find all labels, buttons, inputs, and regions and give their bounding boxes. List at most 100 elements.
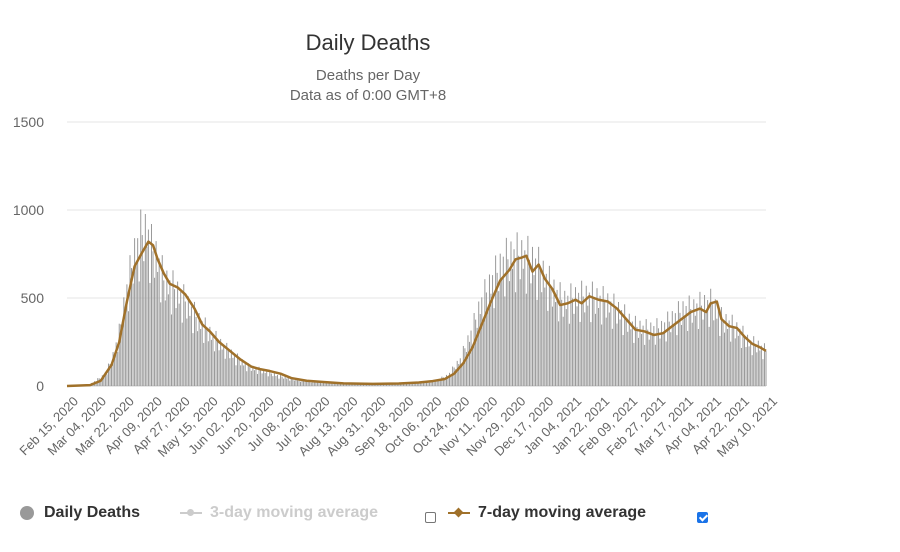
bar (475, 319, 477, 386)
bar (393, 383, 395, 386)
bar (555, 302, 557, 386)
bar (266, 371, 268, 386)
bar (740, 347, 742, 386)
bar (550, 286, 552, 386)
bar (386, 384, 388, 386)
bar (422, 382, 424, 386)
bar (326, 383, 328, 386)
bar (410, 382, 412, 386)
bar (719, 335, 721, 386)
bar (416, 382, 418, 386)
y-axis: 0 500 1000 1500 (13, 114, 44, 394)
diamond-marker-icon (448, 506, 470, 520)
bar (754, 344, 756, 386)
bar (350, 383, 352, 386)
bar (441, 376, 443, 386)
daily-deaths-bars (75, 209, 767, 386)
bar (676, 335, 678, 386)
bar (227, 350, 229, 386)
bar (247, 363, 249, 386)
legend-item-daily-deaths[interactable]: Daily Deaths (20, 504, 140, 522)
bar (708, 326, 710, 386)
bar (561, 299, 563, 386)
bar (164, 300, 166, 386)
legend-item-3-day-moving-average[interactable]: 3-day moving average (180, 504, 378, 522)
bar (240, 365, 242, 386)
bar (415, 382, 417, 386)
y-tick-label: 500 (21, 290, 45, 306)
bar (671, 311, 673, 386)
bar (273, 373, 275, 386)
bar (505, 237, 507, 386)
bar (479, 314, 481, 386)
bar (296, 380, 298, 386)
bar (645, 319, 647, 386)
bar (482, 323, 484, 386)
bar (301, 379, 303, 386)
bar (430, 380, 432, 386)
bar (570, 283, 572, 386)
bar (607, 293, 609, 386)
bar (485, 292, 487, 386)
bar (687, 330, 689, 386)
bar (369, 384, 371, 386)
checkbox-7-day-moving-average[interactable] (697, 512, 708, 523)
bar (361, 383, 363, 386)
bar (192, 333, 194, 386)
bar (124, 306, 126, 386)
bar (697, 328, 699, 386)
legend-item-7-day-moving-average[interactable]: 7-day moving average (448, 504, 646, 522)
bar (447, 376, 449, 386)
bar (657, 328, 659, 386)
bar (200, 328, 202, 386)
bar (295, 378, 297, 386)
bar (132, 283, 134, 386)
bar (404, 383, 406, 386)
bar (243, 365, 245, 386)
bar (499, 253, 501, 386)
bar (276, 374, 278, 386)
bar (444, 378, 446, 386)
bar (235, 365, 237, 386)
bar (536, 299, 538, 386)
bar (598, 307, 600, 386)
bar (625, 318, 627, 386)
bar (458, 364, 460, 386)
moving-average-lines (66, 240, 767, 388)
bar (170, 314, 172, 386)
bar (713, 320, 715, 386)
bar (518, 255, 520, 386)
bar (467, 335, 469, 386)
bar (587, 305, 589, 386)
bar (588, 292, 590, 386)
bar (661, 320, 663, 386)
bar (496, 272, 498, 386)
bar (450, 375, 452, 386)
bar (275, 376, 277, 386)
bar (131, 268, 133, 386)
bar (564, 290, 566, 386)
bar (704, 295, 706, 386)
daily-deaths-chart: Daily Deaths Deaths per Day Data as of 0… (13, 30, 780, 460)
bar (177, 281, 179, 386)
bar (284, 376, 286, 386)
bar (319, 381, 321, 386)
bar (272, 376, 274, 386)
bar (429, 382, 431, 386)
bar (190, 306, 192, 386)
bar (647, 329, 649, 386)
bar (280, 374, 282, 386)
checkbox-3-day-moving-average[interactable] (425, 512, 436, 523)
bar (743, 336, 745, 386)
bar (673, 324, 675, 386)
bar (135, 263, 137, 386)
bar (722, 320, 724, 386)
bar (353, 384, 355, 386)
bar (760, 345, 762, 386)
bar (204, 317, 206, 386)
bar (258, 366, 260, 386)
legend-label-daily-deaths: Daily Deaths (44, 504, 141, 521)
bar (333, 382, 335, 386)
bar (261, 373, 263, 386)
